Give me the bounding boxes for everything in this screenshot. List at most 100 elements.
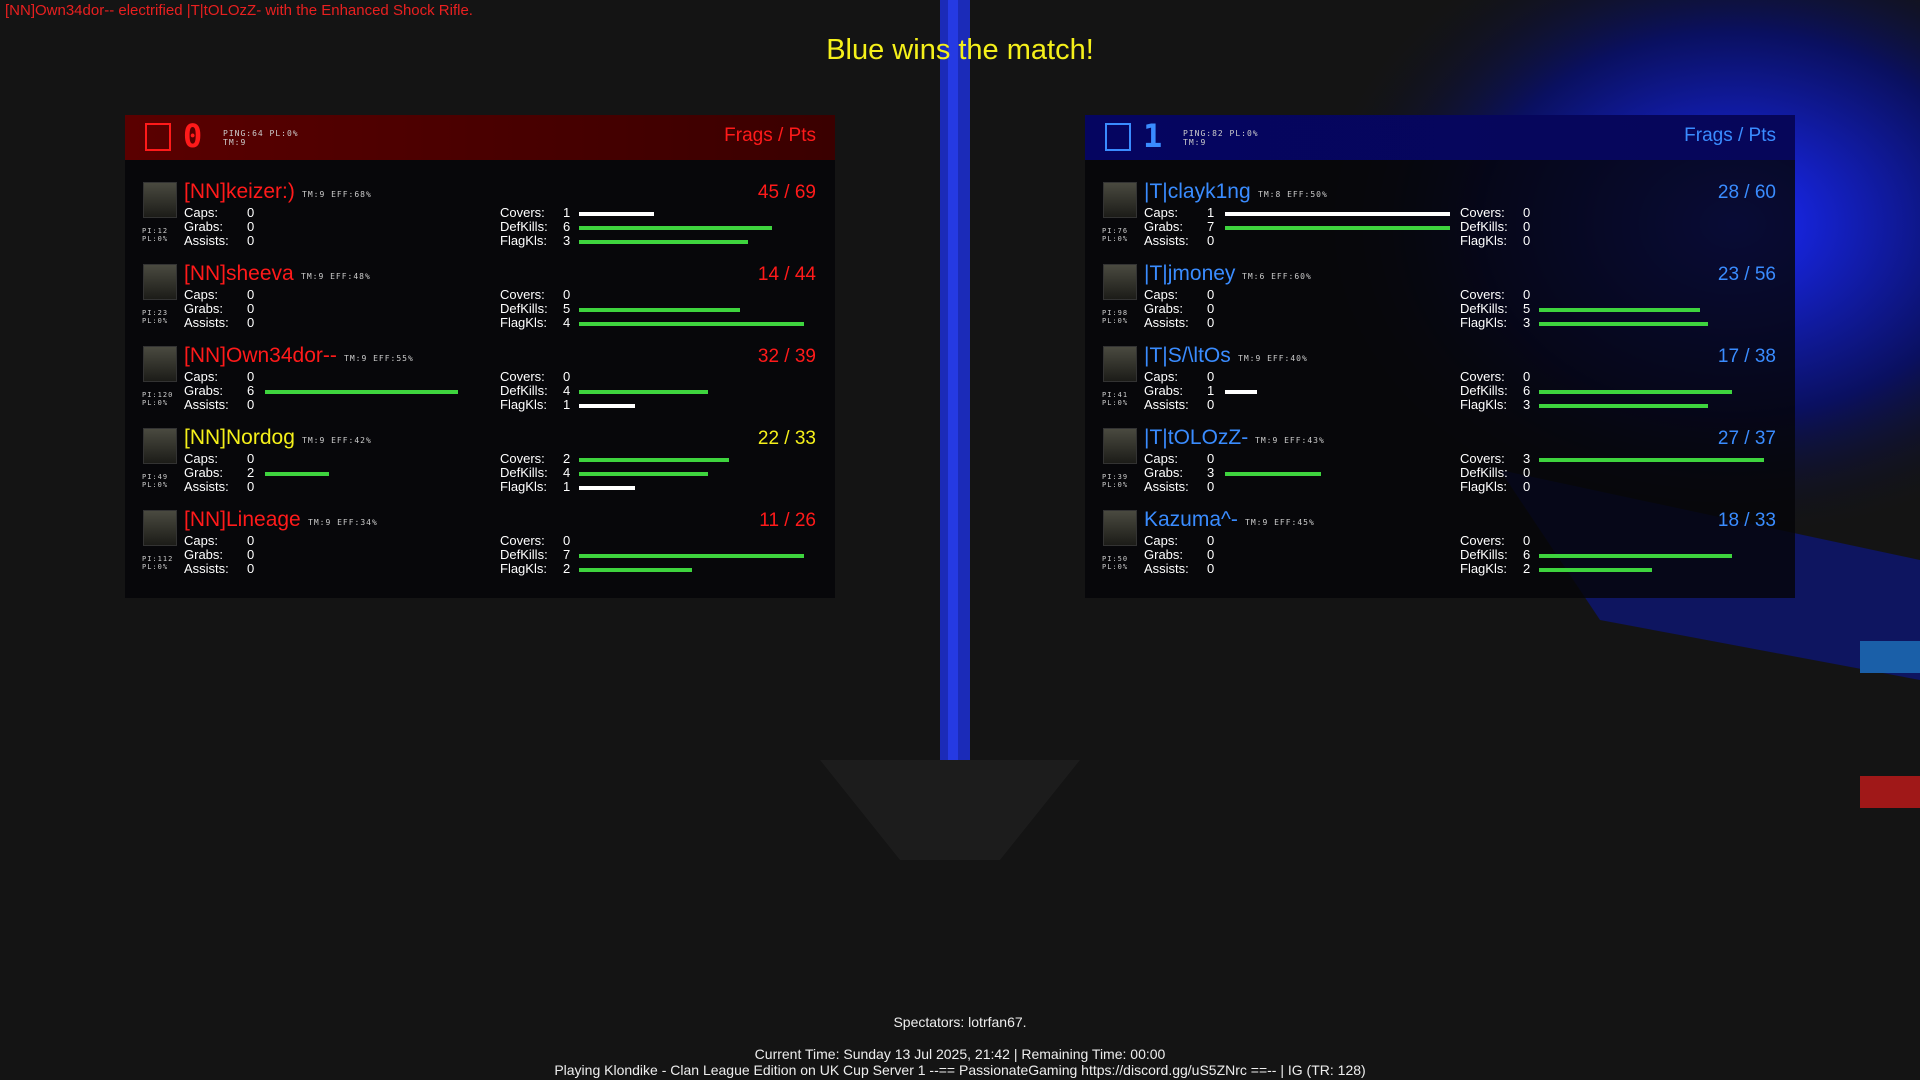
stat-value: 0 bbox=[1207, 369, 1215, 384]
team-ping: PING:64 PL:0% bbox=[223, 129, 299, 138]
stat-label: Caps: bbox=[1144, 451, 1178, 466]
player-info: TM:9 EFF:34% bbox=[308, 518, 378, 527]
stat-bar bbox=[1539, 568, 1652, 572]
player-info: TM:9 EFF:68% bbox=[302, 190, 372, 199]
stat-value: 5 bbox=[1523, 301, 1531, 316]
stat-value: 0 bbox=[247, 315, 255, 330]
player-score: 27 / 37 bbox=[1717, 428, 1776, 449]
stat-bar bbox=[1539, 390, 1732, 394]
stat-value: 3 bbox=[1523, 315, 1531, 330]
stat-bar bbox=[579, 226, 772, 230]
stat-value: 1 bbox=[563, 397, 571, 412]
stat-value: 0 bbox=[247, 547, 255, 562]
player-name: |T|tOLOzZ- bbox=[1144, 426, 1249, 449]
stat-label: Covers: bbox=[1460, 533, 1505, 548]
stat-value: 6 bbox=[247, 383, 255, 398]
stat-bar bbox=[1225, 472, 1322, 476]
stat-label: Grabs: bbox=[184, 383, 224, 398]
player-pl: PL:0% bbox=[142, 481, 169, 489]
team-score: 1 bbox=[1143, 117, 1163, 155]
player-info: TM:9 EFF:45% bbox=[1245, 518, 1315, 527]
stat-label: Assists: bbox=[1144, 233, 1189, 248]
stat-bar bbox=[265, 390, 458, 394]
stat-label: Covers: bbox=[500, 205, 545, 220]
player-score: 17 / 38 bbox=[1717, 346, 1776, 367]
stat-value: 1 bbox=[563, 205, 571, 220]
player-name: [NN]Own34dor-- bbox=[184, 344, 337, 367]
stat-label: DefKills: bbox=[500, 465, 548, 480]
stat-label: FlagKls: bbox=[1460, 561, 1507, 576]
player-ping: PI:49 bbox=[142, 473, 169, 481]
stat-value: 0 bbox=[1207, 233, 1215, 248]
stat-bar bbox=[1225, 212, 1450, 216]
stat-label: Grabs: bbox=[1144, 547, 1184, 562]
server-line: Playing Klondike - Clan League Edition o… bbox=[554, 1062, 1366, 1078]
player-name: [NN]Lineage bbox=[184, 508, 301, 531]
player-pl: PL:0% bbox=[142, 317, 169, 325]
stat-label: FlagKls: bbox=[1460, 479, 1507, 494]
stat-bar bbox=[1225, 390, 1258, 394]
stat-value: 0 bbox=[247, 397, 255, 412]
avatar bbox=[143, 264, 177, 300]
player-score: 11 / 26 bbox=[759, 510, 816, 531]
stat-bar bbox=[579, 240, 748, 244]
stat-label: Grabs: bbox=[184, 547, 224, 562]
team-ping: PING:82 PL:0% bbox=[1183, 129, 1259, 138]
player-score: 32 / 39 bbox=[757, 346, 816, 367]
player-info: TM:9 EFF:55% bbox=[344, 354, 414, 363]
player-info: TM:6 EFF:60% bbox=[1242, 272, 1312, 281]
stat-value: 4 bbox=[563, 465, 571, 480]
avatar bbox=[143, 346, 177, 382]
stat-value: 0 bbox=[1207, 287, 1215, 302]
stat-value: 0 bbox=[1523, 479, 1531, 494]
stat-value: 1 bbox=[563, 479, 571, 494]
stat-label: DefKills: bbox=[1460, 301, 1508, 316]
stat-value: 3 bbox=[1523, 451, 1531, 466]
player-score: 14 / 44 bbox=[757, 264, 816, 285]
player-ping: PI:98 bbox=[1102, 309, 1129, 317]
stat-value: 0 bbox=[247, 205, 255, 220]
stat-value: 2 bbox=[563, 451, 571, 466]
team-tm: TM:9 bbox=[223, 138, 247, 147]
stat-label: Assists: bbox=[1144, 315, 1189, 330]
stat-label: Grabs: bbox=[184, 219, 224, 234]
stat-value: 0 bbox=[247, 479, 255, 494]
stat-label: Grabs: bbox=[1144, 383, 1184, 398]
stat-value: 3 bbox=[563, 233, 571, 248]
player-ping: PI:23 bbox=[142, 309, 169, 317]
avatar bbox=[143, 182, 177, 218]
stat-label: DefKills: bbox=[500, 219, 548, 234]
stat-label: Grabs: bbox=[1144, 301, 1184, 316]
player-pl: PL:0% bbox=[142, 563, 169, 571]
stat-value: 0 bbox=[1207, 479, 1215, 494]
player-ping: PI:112 bbox=[142, 555, 174, 563]
stat-label: DefKills: bbox=[500, 383, 548, 398]
stat-label: Grabs: bbox=[184, 465, 224, 480]
stat-label: Covers: bbox=[1460, 287, 1505, 302]
stat-label: FlagKls: bbox=[1460, 315, 1507, 330]
player-score: 18 / 33 bbox=[1717, 510, 1776, 531]
stat-bar bbox=[579, 404, 636, 408]
stat-value: 0 bbox=[1523, 465, 1531, 480]
stat-value: 0 bbox=[247, 233, 255, 248]
player-name: |T|clayk1ng bbox=[1144, 180, 1251, 203]
stat-value: 6 bbox=[563, 219, 571, 234]
stat-value: 0 bbox=[563, 287, 571, 302]
player-name: Kazuma^- bbox=[1144, 508, 1238, 531]
stat-value: 1 bbox=[1207, 383, 1215, 398]
team-score: 0 bbox=[183, 117, 203, 155]
player-ping: PI:12 bbox=[142, 227, 169, 235]
stat-label: FlagKls: bbox=[500, 315, 547, 330]
player-pl: PL:0% bbox=[1102, 563, 1129, 571]
stat-label: Caps: bbox=[1144, 533, 1178, 548]
avatar bbox=[143, 510, 177, 546]
stat-label: Assists: bbox=[184, 479, 229, 494]
team-logo bbox=[1105, 123, 1131, 151]
team-header: 1 PING:82 PL:0% TM:9 Frags / Pts bbox=[1085, 115, 1795, 160]
stat-label: Covers: bbox=[500, 451, 545, 466]
stat-bar bbox=[579, 458, 729, 462]
stat-bar bbox=[579, 472, 708, 476]
stat-value: 0 bbox=[1207, 451, 1215, 466]
stat-value: 5 bbox=[563, 301, 571, 316]
player-ping: PI:39 bbox=[1102, 473, 1129, 481]
